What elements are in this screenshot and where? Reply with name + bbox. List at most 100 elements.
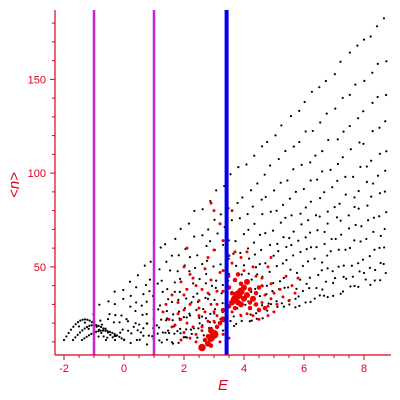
data-point-red <box>161 310 165 314</box>
data-point <box>362 110 365 113</box>
data-point-red <box>194 332 198 336</box>
data-point-red <box>284 274 288 278</box>
data-point <box>356 44 359 47</box>
data-point-red <box>176 312 180 316</box>
data-point <box>288 236 291 240</box>
data-point <box>130 332 133 335</box>
data-point <box>139 331 142 334</box>
data-point <box>205 259 209 262</box>
data-point <box>351 175 355 178</box>
data-point <box>141 313 144 316</box>
data-point <box>336 138 339 141</box>
data-point <box>310 90 314 93</box>
data-point <box>240 273 243 276</box>
data-point <box>204 317 208 320</box>
data-point <box>333 276 337 280</box>
data-point <box>206 297 210 300</box>
data-point-red <box>215 289 219 293</box>
data-point <box>272 189 276 192</box>
data-point <box>321 170 324 173</box>
data-point <box>229 319 232 323</box>
data-point <box>272 254 275 257</box>
x-ticks: -2 0 2 4 6 8 <box>59 355 367 375</box>
data-point <box>213 308 217 311</box>
data-point <box>177 254 180 257</box>
data-point <box>79 319 82 322</box>
data-point <box>357 207 360 210</box>
data-point <box>207 228 210 231</box>
data-point <box>295 271 299 274</box>
data-point <box>371 182 375 185</box>
data-point <box>341 96 344 100</box>
data-point-red <box>272 291 276 295</box>
data-point-red <box>185 287 189 291</box>
data-point <box>209 312 212 315</box>
data-point <box>385 60 388 63</box>
data-point <box>72 325 75 328</box>
data-point <box>185 316 188 319</box>
data-point <box>167 298 170 301</box>
data-point <box>65 335 68 338</box>
data-point-red <box>220 316 226 323</box>
data-point <box>249 189 253 192</box>
data-point <box>321 150 324 153</box>
data-point <box>281 203 285 207</box>
data-point <box>315 286 318 290</box>
data-point-red <box>185 321 189 325</box>
x-tick-label: -2 <box>59 363 69 375</box>
data-point <box>232 252 235 255</box>
data-point <box>258 295 262 298</box>
data-point-red <box>278 287 282 291</box>
data-point <box>129 294 132 297</box>
data-point <box>202 334 205 337</box>
data-point <box>360 225 363 228</box>
data-point <box>219 263 222 266</box>
data-point <box>179 327 182 331</box>
data-point <box>326 210 329 213</box>
data-point <box>292 230 295 233</box>
data-point <box>292 254 295 257</box>
data-point-red <box>215 302 219 306</box>
data-point <box>216 232 219 235</box>
data-point <box>80 338 84 342</box>
data-point <box>221 243 225 247</box>
data-point-red <box>197 299 201 303</box>
data-point <box>160 279 163 282</box>
data-point <box>179 332 182 335</box>
data-point <box>195 308 198 312</box>
data-point <box>258 233 262 236</box>
data-point <box>83 318 87 321</box>
data-point <box>290 243 293 247</box>
data-point <box>366 219 370 222</box>
data-point-red <box>206 291 210 295</box>
data-point <box>308 231 312 234</box>
data-point <box>173 281 176 284</box>
data-point <box>132 325 135 328</box>
data-point <box>246 213 249 216</box>
data-point-red <box>233 250 237 254</box>
data-point-red <box>167 317 171 321</box>
data-point <box>102 335 105 338</box>
data-point <box>251 205 254 208</box>
data-point <box>238 217 241 220</box>
data-point-red <box>260 276 264 280</box>
data-point <box>374 268 377 272</box>
data-point <box>145 300 148 303</box>
data-point <box>349 285 352 288</box>
data-point <box>189 328 193 331</box>
data-point <box>135 338 139 342</box>
data-point <box>294 306 297 309</box>
data-point <box>307 219 310 222</box>
data-point <box>353 205 356 209</box>
data-point <box>294 297 297 300</box>
data-point <box>255 312 258 315</box>
data-point <box>144 283 148 287</box>
data-point <box>336 162 340 166</box>
y-axis-title: <n> <box>6 172 23 198</box>
data-point <box>136 329 139 332</box>
data-point <box>369 35 372 38</box>
data-point <box>354 83 357 86</box>
data-point <box>171 342 175 345</box>
data-point <box>166 287 169 291</box>
data-point <box>276 242 279 245</box>
